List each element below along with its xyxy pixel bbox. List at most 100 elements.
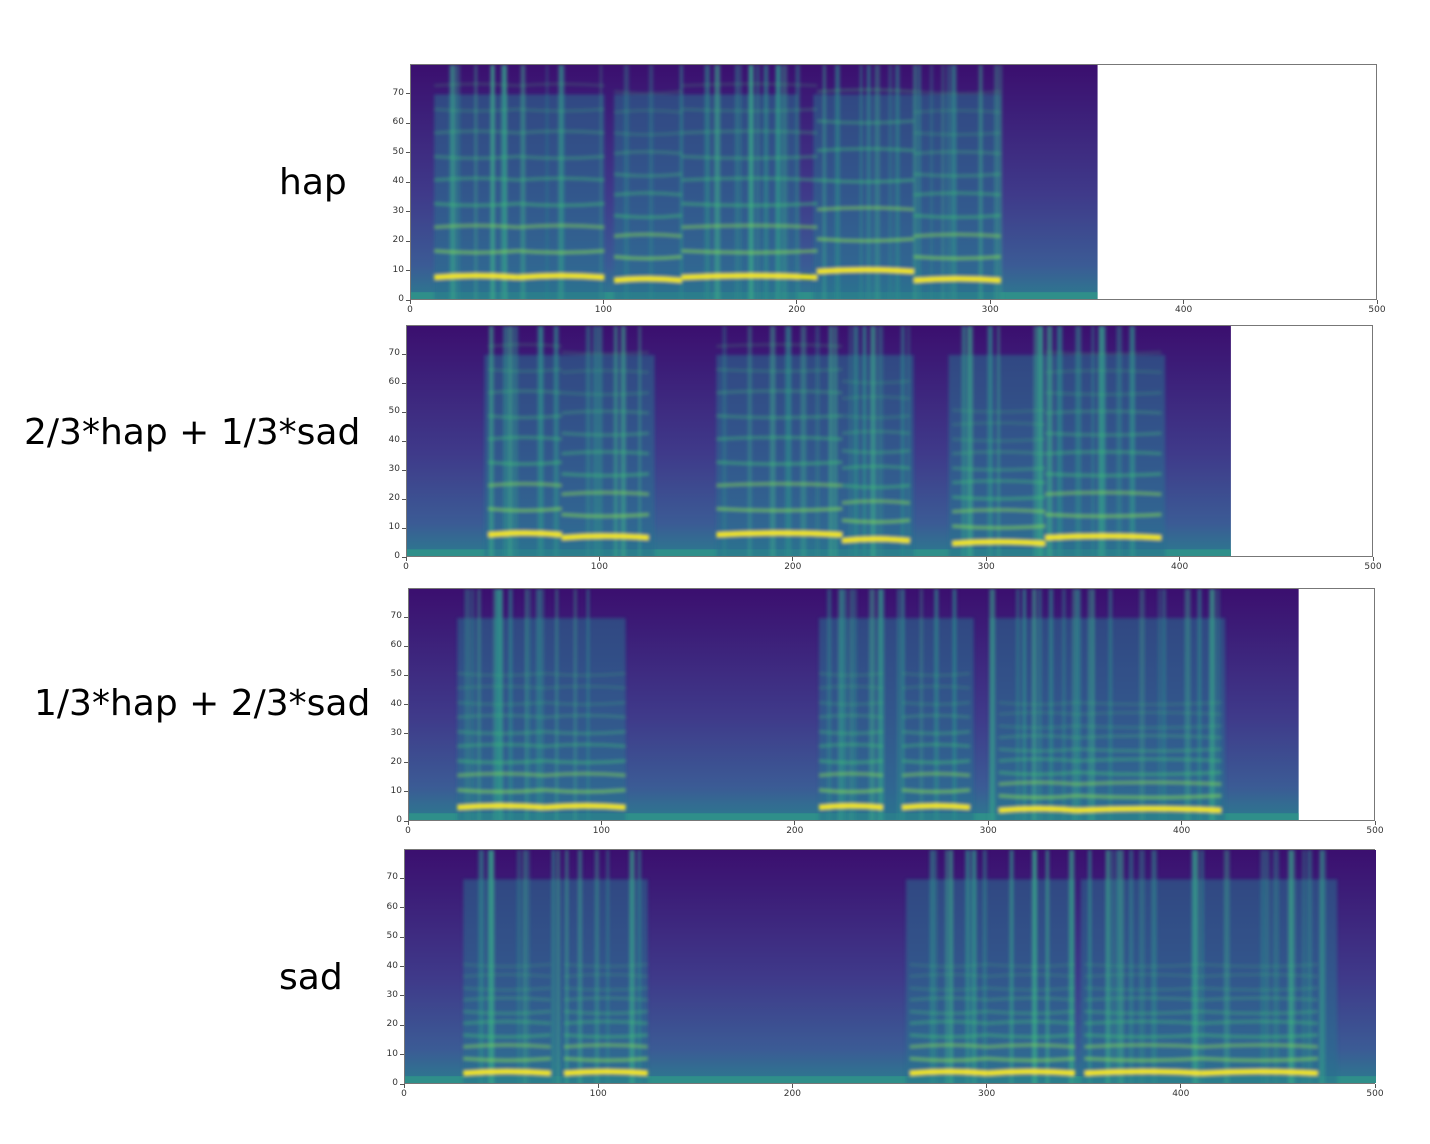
x-tick-label: 500 [1364, 562, 1382, 572]
x-tick-label: 500 [1368, 305, 1386, 315]
y-tick-mark [406, 211, 410, 212]
spectrogram-image [409, 589, 1299, 820]
x-tick-mark [989, 300, 991, 304]
y-tick-label: 40 [392, 176, 404, 186]
y-tick-mark [400, 966, 404, 967]
y-tick-mark [402, 527, 406, 529]
y-tick-label: 0 [394, 551, 400, 561]
plot-frame [408, 588, 1375, 821]
y-tick-label: 10 [392, 264, 404, 275]
y-tick-label: 40 [388, 435, 400, 445]
x-tick-label: 100 [594, 305, 612, 315]
x-tick-label: 300 [977, 562, 995, 572]
y-tick-mark [404, 791, 408, 793]
x-tick-label: 100 [589, 1089, 607, 1099]
y-tick-mark [404, 616, 408, 618]
y-tick-mark [406, 240, 410, 242]
x-tick-label: 200 [788, 305, 806, 315]
x-tick-label: 300 [978, 1089, 996, 1099]
y-tick-label: 20 [390, 756, 402, 767]
y-tick-label: 30 [390, 727, 402, 738]
x-tick-label: 200 [783, 1089, 801, 1099]
x-tick-mark [1180, 1084, 1182, 1088]
label-hap: hap [279, 162, 347, 203]
y-tick-mark [400, 936, 404, 938]
x-tick-mark [598, 557, 600, 561]
x-tick-label: 100 [590, 562, 608, 572]
y-tick-label: 60 [390, 640, 402, 651]
spectrogram-image [411, 65, 1098, 299]
x-tick-mark [791, 1084, 793, 1088]
y-tick-label: 60 [386, 901, 398, 912]
x-tick-mark [794, 821, 796, 825]
y-tick-label: 50 [388, 406, 400, 416]
y-tick-mark [406, 93, 410, 94]
y-tick-mark [400, 1024, 404, 1026]
x-tick-mark [597, 1084, 599, 1088]
y-tick-label: 70 [386, 872, 398, 883]
x-tick-mark [1374, 1084, 1376, 1088]
x-tick-mark [985, 557, 987, 561]
x-tick-label: 500 [1366, 1089, 1384, 1099]
spectrogram-panel: 0 100 200 300 400 500 0 10 20 30 40 50 60 70 [389, 325, 1382, 581]
spectrogram-panel: 0 100 200 300 400 500 0 10 20 30 40 50 60 70 [387, 849, 1384, 1108]
x-tick-label: 400 [1171, 562, 1189, 572]
y-tick-mark [400, 1054, 404, 1056]
y-tick-mark [400, 1083, 404, 1085]
y-tick-label: 30 [386, 989, 398, 1000]
y-tick-mark [406, 299, 410, 301]
y-tick-mark [402, 382, 406, 384]
label-mix-1-3-hap: 1/3*hap + 2/3*sad [34, 683, 371, 724]
y-tick-mark [402, 498, 406, 500]
x-tick-mark [600, 821, 602, 825]
x-tick-mark [1179, 557, 1181, 561]
y-tick-mark [406, 122, 410, 124]
spectrogram-image [407, 326, 1231, 556]
spectrogram-image [405, 850, 1376, 1083]
x-tick-mark [1372, 557, 1374, 561]
y-tick-mark [406, 270, 410, 271]
x-tick-label: 0 [405, 826, 411, 836]
x-tick-label: 400 [1175, 305, 1193, 315]
y-tick-label: 20 [392, 235, 404, 245]
y-tick-mark [404, 733, 408, 735]
x-tick-label: 400 [1173, 826, 1191, 836]
y-tick-mark [404, 762, 408, 764]
plot-frame [410, 64, 1377, 300]
y-tick-mark [404, 674, 408, 676]
y-tick-mark [400, 995, 404, 997]
y-tick-mark [402, 556, 406, 558]
x-tick-label: 100 [592, 826, 610, 836]
x-tick-mark [602, 300, 604, 304]
y-tick-label: 10 [390, 785, 402, 796]
label-sad: sad [279, 957, 343, 998]
y-tick-mark [404, 645, 408, 647]
y-tick-mark [406, 181, 410, 183]
y-tick-label: 60 [392, 117, 404, 127]
y-tick-label: 60 [388, 377, 400, 387]
x-tick-mark [987, 821, 989, 825]
x-tick-label: 0 [401, 1089, 407, 1099]
y-tick-mark [400, 877, 404, 879]
plot-frame [404, 849, 1376, 1084]
x-tick-label: 0 [407, 305, 413, 315]
x-tick-mark [1183, 300, 1185, 304]
y-tick-label: 30 [392, 205, 404, 216]
y-tick-label: 40 [386, 960, 398, 971]
x-tick-label: 200 [784, 562, 802, 572]
y-tick-label: 10 [386, 1048, 398, 1059]
y-tick-label: 50 [390, 669, 402, 680]
y-tick-label: 10 [388, 522, 400, 532]
y-tick-label: 30 [388, 464, 400, 474]
y-tick-mark [404, 704, 408, 705]
x-tick-mark [792, 557, 794, 561]
spectrogram-panel: 0 100 200 300 400 500 0 10 20 30 40 50 60 70 [393, 64, 1386, 324]
x-tick-mark [986, 1084, 988, 1088]
x-tick-mark [796, 300, 798, 304]
x-tick-mark [1374, 821, 1376, 825]
y-tick-label: 0 [392, 1078, 398, 1088]
x-tick-mark [409, 300, 411, 304]
y-tick-mark [402, 469, 406, 471]
x-tick-mark [405, 557, 407, 561]
y-tick-label: 70 [390, 611, 402, 622]
